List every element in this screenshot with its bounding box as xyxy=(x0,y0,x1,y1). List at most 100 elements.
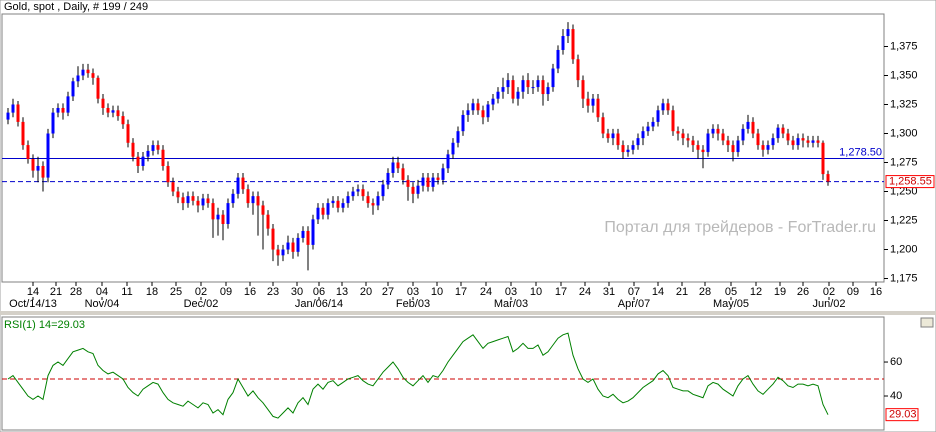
candle-body xyxy=(261,205,265,215)
candle-body xyxy=(726,140,730,146)
x-tick-label: 14 xyxy=(652,286,664,298)
candle-body xyxy=(331,200,335,204)
candle-body xyxy=(256,196,260,206)
candle-body xyxy=(591,98,595,106)
candle-body xyxy=(206,198,210,204)
candle-body xyxy=(136,156,140,166)
candle-body xyxy=(336,200,340,208)
candle-body xyxy=(216,214,220,220)
candle-body xyxy=(121,116,125,125)
candle-body xyxy=(696,145,700,150)
x-tick-label: 17 xyxy=(555,286,567,298)
y-tick-label: 1,350 xyxy=(890,69,918,81)
x-tick-label: 28 xyxy=(70,286,82,298)
candle-body xyxy=(56,107,60,113)
candle-body xyxy=(191,196,195,201)
x-period-label: Jun/02 xyxy=(812,298,845,310)
candle-body xyxy=(656,110,660,122)
candle-body xyxy=(321,207,325,215)
x-tick-label: 05 xyxy=(725,286,737,298)
candle-body xyxy=(366,196,370,204)
candle-body xyxy=(296,237,300,252)
x-tick-label: 18 xyxy=(146,286,158,298)
candle-body xyxy=(241,177,245,190)
x-period-label: Jan/06/14 xyxy=(295,298,343,310)
candle-body xyxy=(76,75,80,82)
candle-body xyxy=(466,110,470,115)
candle-body xyxy=(776,127,780,139)
candle-body xyxy=(746,121,750,129)
candle-body xyxy=(576,59,580,81)
candle-body xyxy=(616,133,620,146)
x-period-label: Feb/03 xyxy=(396,298,430,310)
x-tick-label: 16 xyxy=(870,286,882,298)
candle-body xyxy=(176,191,180,198)
candle-body xyxy=(511,80,515,99)
candle-body xyxy=(571,29,575,60)
price-label: 1,258.55 xyxy=(889,175,932,187)
candle-body xyxy=(361,189,365,197)
candle-body xyxy=(421,177,425,186)
candle-body xyxy=(556,49,560,69)
candle-body xyxy=(106,107,110,113)
candle-body xyxy=(231,193,235,204)
candle-body xyxy=(266,214,270,229)
y-tick-label: 1,300 xyxy=(890,127,918,139)
candle-body xyxy=(626,149,630,153)
candle-body xyxy=(41,165,45,178)
candle-body xyxy=(426,177,430,187)
candle-body xyxy=(171,182,175,192)
candle-body xyxy=(96,77,100,99)
panel-button[interactable] xyxy=(920,317,934,328)
candle-body xyxy=(641,131,645,139)
candle-body xyxy=(246,189,250,204)
x-period-label: Mar/03 xyxy=(494,298,528,310)
x-tick-label: 02 xyxy=(823,286,835,298)
candle-body xyxy=(811,140,815,143)
x-tick-label: 24 xyxy=(480,286,492,298)
price-label: 1,278.50 xyxy=(839,146,882,158)
candle-body xyxy=(816,140,820,143)
candle-body xyxy=(401,168,405,180)
candle-body xyxy=(381,184,385,197)
candle-body xyxy=(731,145,735,153)
candle-body xyxy=(496,91,500,99)
x-tick-label: 20 xyxy=(360,286,372,298)
candle-body xyxy=(141,156,145,166)
x-tick-label: 04 xyxy=(96,286,108,298)
indicator-title: RSI(1) 14=29.03 xyxy=(4,319,85,331)
candle-body xyxy=(666,103,670,111)
candle-body xyxy=(311,219,315,245)
x-tick-label: 30 xyxy=(291,286,303,298)
x-tick-label: 21 xyxy=(676,286,688,298)
candle-body xyxy=(416,185,420,194)
y-tick-label: 1,225 xyxy=(890,214,918,226)
candle-body xyxy=(766,145,770,150)
x-tick-label: 26 xyxy=(797,286,809,298)
candle-body xyxy=(546,87,550,95)
candle-body xyxy=(391,162,395,173)
candle-body xyxy=(451,142,455,155)
candle-body xyxy=(431,177,435,187)
y-tick-label: 1,275 xyxy=(890,156,918,168)
candle-body xyxy=(111,110,115,113)
x-tick-label: 10 xyxy=(530,286,542,298)
candle-body xyxy=(681,133,685,139)
candle-body xyxy=(516,91,520,99)
candle-body xyxy=(506,80,510,88)
candle-body xyxy=(101,98,105,108)
chart-title: Gold, spot , Daily, # 199 / 249 xyxy=(4,1,148,13)
candle-body xyxy=(386,172,390,185)
x-tick-label: 07 xyxy=(628,286,640,298)
candle-body xyxy=(81,69,85,76)
x-period-label: Nov/04 xyxy=(85,298,120,310)
candle-body xyxy=(491,98,495,105)
y-tick-label: 1,375 xyxy=(890,40,918,52)
candle-body xyxy=(6,112,10,120)
y-tick-label: 1,200 xyxy=(890,243,918,255)
candle-body xyxy=(501,87,505,92)
candle-body xyxy=(196,200,200,206)
candle-body xyxy=(651,121,655,127)
